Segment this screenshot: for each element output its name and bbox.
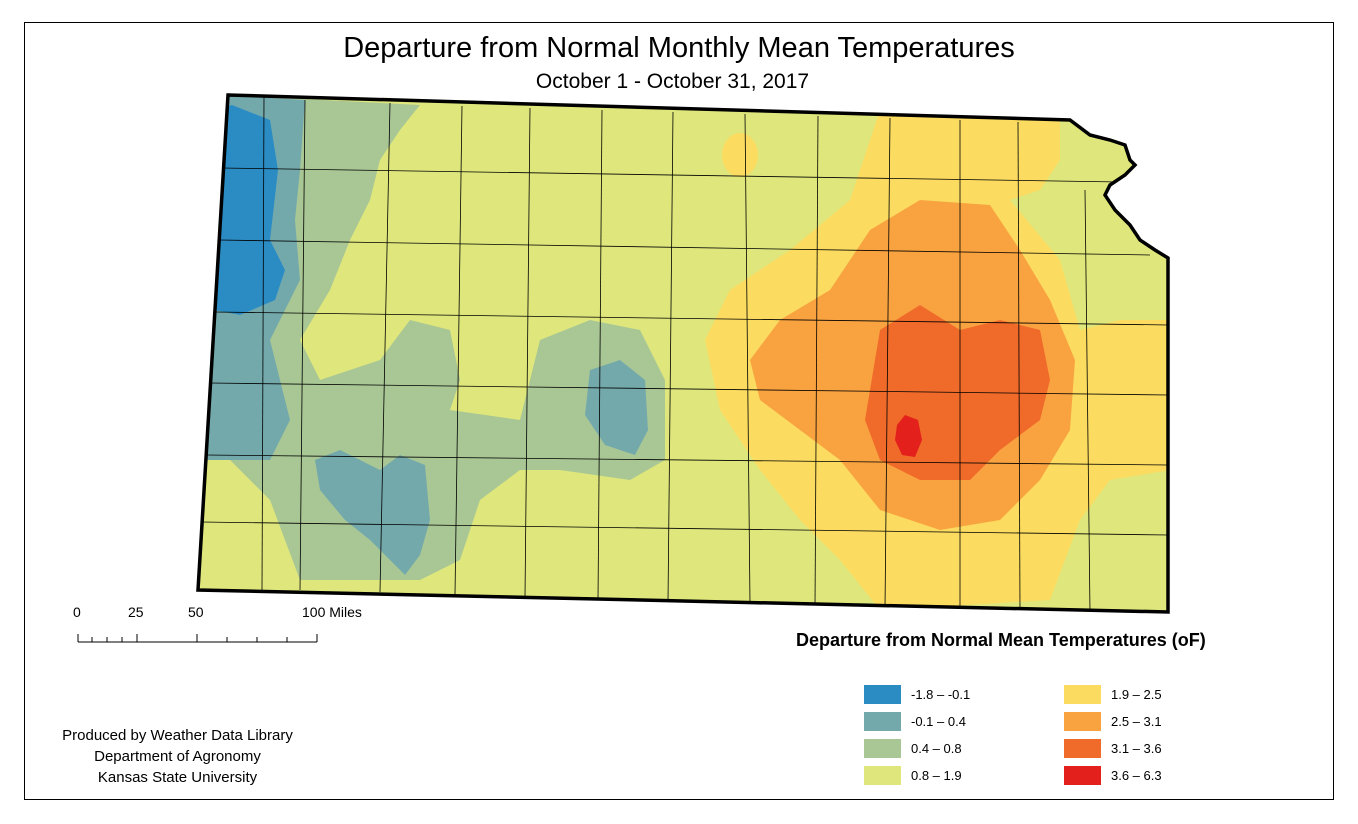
credits-line: Department of Agronomy <box>94 748 261 765</box>
kansas-state-outline <box>196 93 1170 614</box>
legend-label: 2.5 – 3.1 <box>1111 713 1162 729</box>
map-subtitle: October 1 - October 31, 2017 <box>535 70 810 93</box>
legend-item: -1.8 – -0.1 <box>864 684 970 704</box>
legend-label: -1.8 – -0.1 <box>911 686 971 702</box>
legend-item: -0.1 – 0.4 <box>864 711 966 731</box>
zone-neg0.1-0.4-central <box>585 360 648 455</box>
credits: Produced by Weather Data Library Departm… <box>30 725 325 788</box>
legend-swatch <box>864 765 901 785</box>
legend-label: 0.8 – 1.9 <box>911 767 962 783</box>
legend-item: 3.1 – 3.6 <box>1064 738 1162 758</box>
legend-label: 1.9 – 2.5 <box>1111 686 1162 702</box>
scale-label: 0 <box>73 604 81 620</box>
zone-1.9-2.5-north <box>722 133 758 177</box>
legend-item: 3.6 – 6.3 <box>1064 765 1162 785</box>
scale-label: 50 <box>188 604 204 620</box>
legend-swatch <box>1064 711 1101 731</box>
legend-swatch <box>1064 684 1101 704</box>
legend-item: 0.8 – 1.9 <box>864 765 962 785</box>
map-frame <box>24 22 1334 800</box>
legend-label: 0.4 – 0.8 <box>911 740 962 756</box>
zone-neg0.1-0.4-southwest <box>315 450 430 575</box>
legend-swatch <box>1064 738 1101 758</box>
zone-3.6-6.3 <box>895 415 922 457</box>
scale-bar: 0 25 50 100 Miles <box>70 604 390 649</box>
legend-item: 1.9 – 2.5 <box>1064 684 1162 704</box>
legend-label: -0.1 – 0.4 <box>911 713 966 729</box>
zone-neg1.8-neg0.1 <box>215 105 285 315</box>
scale-label: 25 <box>128 604 144 620</box>
legend-item: 2.5 – 3.1 <box>1064 711 1162 731</box>
county-boundaries <box>201 95 1168 612</box>
legend-swatch <box>864 711 901 731</box>
credits-line: Produced by Weather Data Library <box>62 727 293 744</box>
legend: -1.8 – -0.1 -0.1 – 0.4 0.4 – 0.8 0.8 – 1… <box>864 684 1204 794</box>
legend-swatch <box>864 738 901 758</box>
legend-swatch <box>864 684 901 704</box>
map-title: Departure from Normal Monthly Mean Tempe… <box>343 32 1015 64</box>
scale-label: 100 Miles <box>302 604 362 620</box>
legend-label: 3.6 – 6.3 <box>1111 767 1162 783</box>
legend-label: 3.1 – 3.6 <box>1111 740 1162 756</box>
credits-line: Kansas State University <box>97 769 258 786</box>
legend-title: Departure from Normal Mean Temperatures … <box>796 630 1206 650</box>
scale-ruler <box>77 634 318 643</box>
legend-swatch <box>1064 765 1101 785</box>
legend-item: 0.4 – 0.8 <box>864 738 962 758</box>
